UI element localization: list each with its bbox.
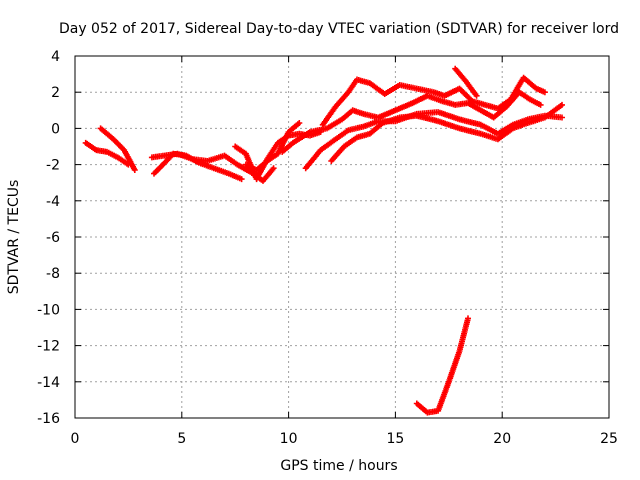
x-tick-label: 25 (600, 431, 618, 447)
series-markers (151, 150, 245, 183)
y-tick-label: -14 (37, 375, 60, 391)
x-axis-label: GPS time / hours (280, 458, 397, 474)
y-axis-label: SDTVAR / TECUs (6, 180, 22, 295)
y-tick-label: -6 (46, 230, 60, 246)
series-markers (97, 125, 138, 173)
chart-title: Day 052 of 2017, Sidereal Day-to-day VTE… (59, 21, 619, 37)
x-tick-label: 15 (386, 431, 404, 447)
x-tick-label: 5 (177, 431, 186, 447)
series-markers (82, 139, 132, 168)
y-tick-label: -4 (46, 194, 60, 210)
series-track-k (452, 65, 480, 99)
series-track-l (413, 315, 471, 416)
series-track-b (97, 125, 138, 173)
series-track-g (279, 89, 544, 155)
x-tick-label: 0 (71, 431, 80, 447)
y-tick-label: 4 (51, 49, 60, 65)
x-tick-label: 10 (280, 431, 298, 447)
y-tick-label: 2 (51, 85, 60, 101)
series-markers (279, 89, 544, 155)
series-markers (242, 120, 303, 173)
data-points (82, 65, 565, 416)
series-track-f (242, 120, 303, 173)
y-tick-label: 0 (51, 121, 60, 137)
series-track-d (151, 150, 245, 183)
y-tick-label: -2 (46, 158, 60, 174)
series-markers (452, 65, 480, 99)
series-track-j (328, 101, 565, 164)
y-tick-label: -10 (37, 302, 60, 318)
x-tick-label: 20 (493, 431, 511, 447)
axis-ticks: 0 5 10 15 20 25 -16 -14 -12 -10 -8 -6 -4 -2 0 2 4 (37, 49, 618, 447)
series-track-h (319, 74, 548, 128)
y-tick-label: -12 (37, 339, 60, 355)
series-track-a (82, 139, 132, 168)
y-tick-label: -8 (46, 266, 60, 282)
series-markers (413, 315, 471, 416)
series-markers (328, 101, 565, 164)
y-tick-label: -16 (37, 411, 60, 427)
gridlines (75, 56, 609, 418)
series-markers (319, 74, 548, 128)
